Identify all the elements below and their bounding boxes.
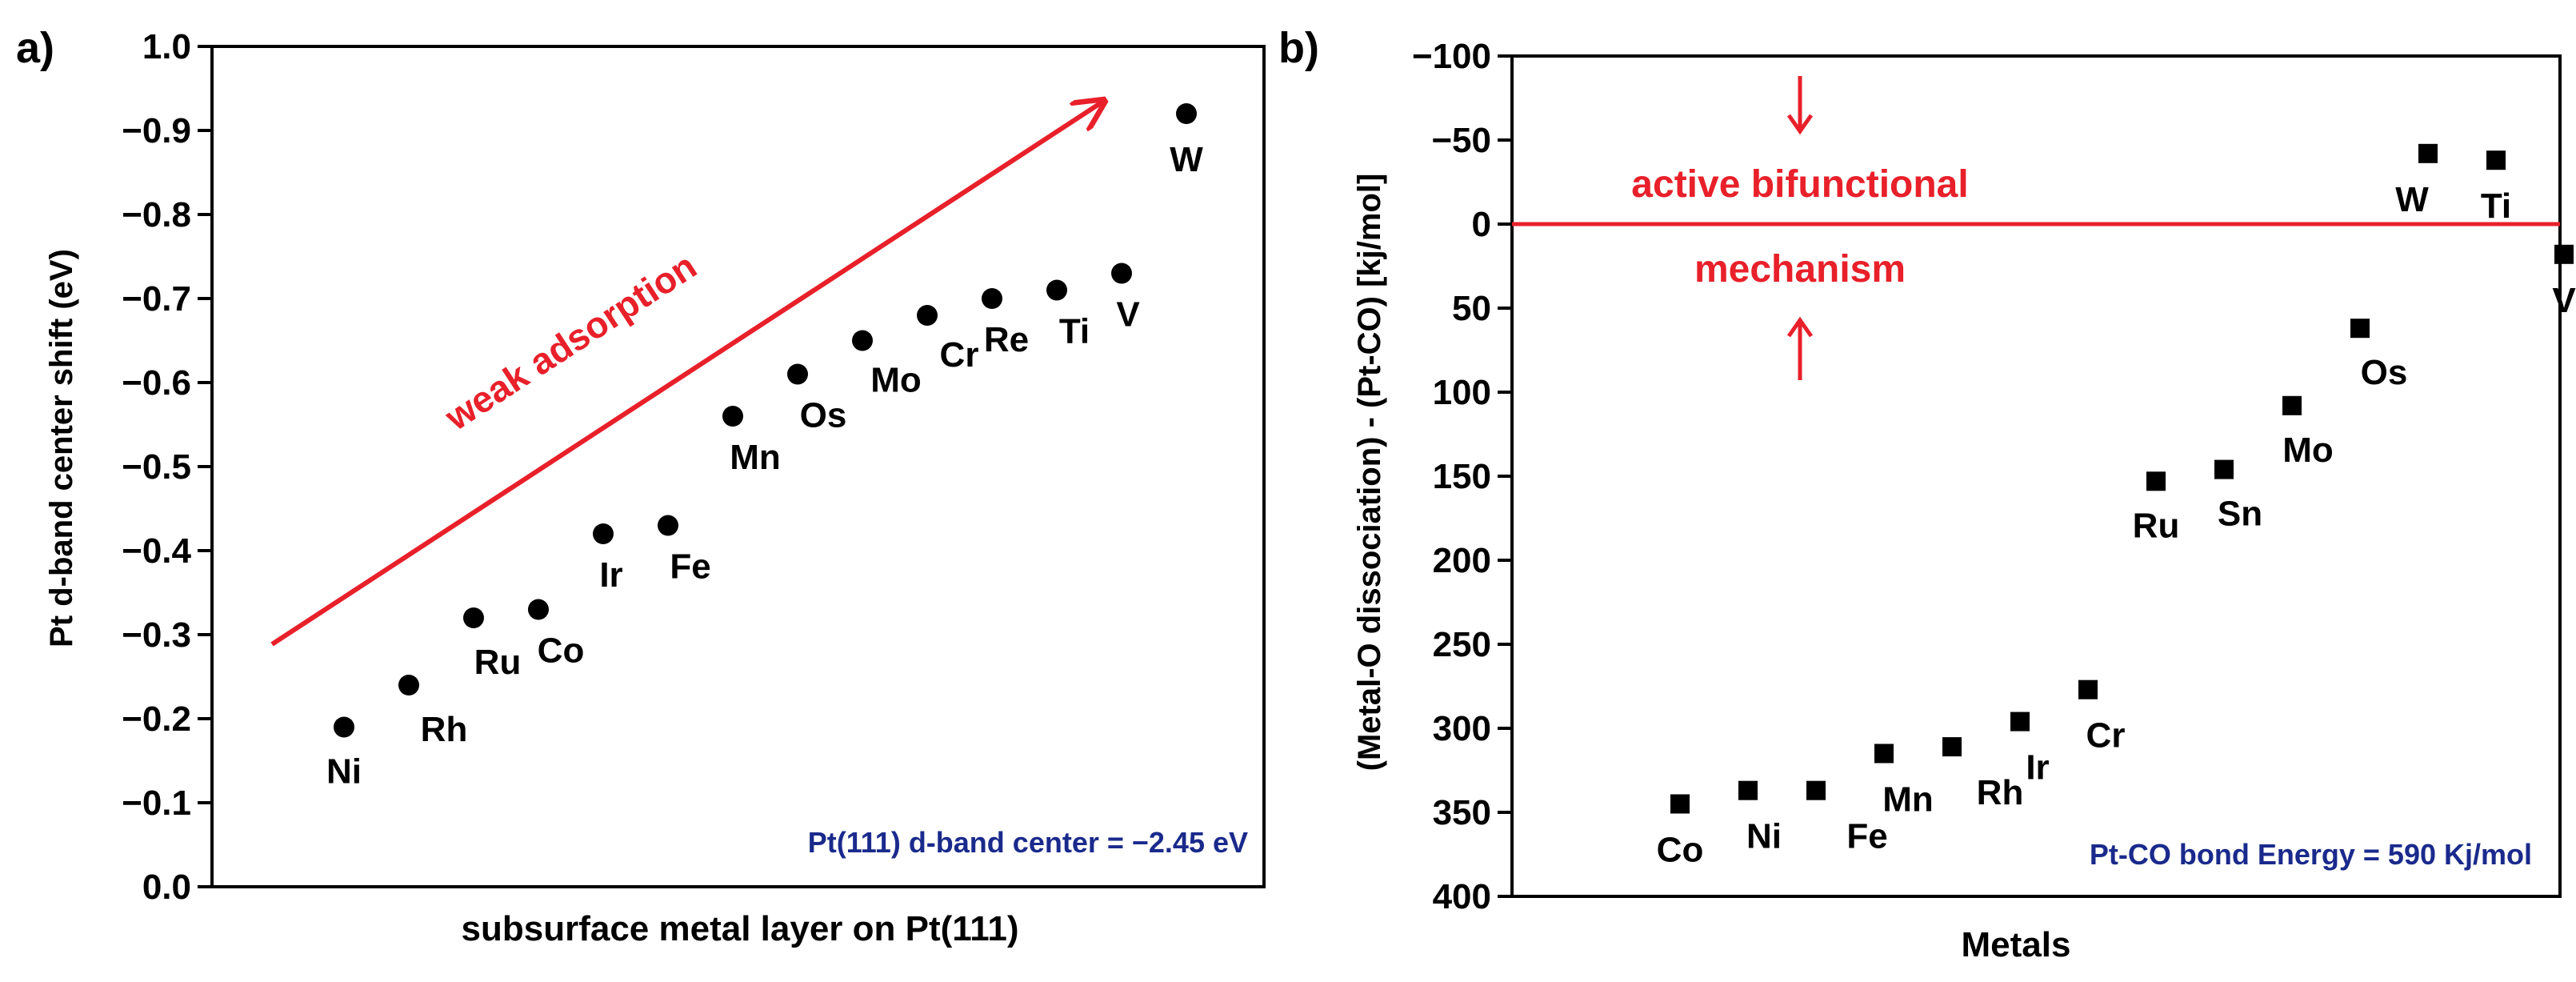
- panel-b-point-label: V: [2552, 281, 2576, 320]
- panel-a-point-label: Mo: [870, 361, 922, 400]
- panel-b-tick-label: 100: [1433, 373, 1491, 412]
- panel-a-point-label: Rh: [421, 710, 468, 749]
- panel-a-tick-label: 1.0: [142, 27, 191, 66]
- panel-a-point-ir: [593, 523, 614, 544]
- panel-a-tick-label: 0.0: [142, 868, 191, 907]
- panel-a-point-ni: [334, 716, 354, 738]
- panel-a-point-label: V: [1116, 295, 1140, 335]
- panel-b-point-label: Mn: [1882, 780, 1934, 820]
- panel-a-point-w: [1176, 103, 1197, 124]
- panel-b-chart: b) (Metal-O dissociation) - (Pt-CO) [kj/…: [1278, 24, 2576, 964]
- panel-b-point-label: Os: [2361, 353, 2408, 392]
- panel-b-point-label: W: [2395, 180, 2429, 219]
- panel-b-point-fe: [1806, 780, 1826, 800]
- panel-a-point-mn: [722, 406, 743, 427]
- panel-b-point-label: Fe: [1846, 817, 1887, 856]
- panel-a-tick-label: −0.9: [122, 111, 191, 150]
- panel-a-point-fe: [658, 515, 678, 536]
- panel-a-y-axis-title: Pt d-band center shift (eV): [44, 249, 79, 647]
- panel-b-point-sn: [2214, 459, 2234, 479]
- panel-a-tick-label: −0.7: [122, 279, 191, 319]
- panel-a-note: Pt(111) d-band center = −2.45 eV: [808, 826, 1248, 859]
- panel-a-point-os: [787, 363, 808, 385]
- panel-a-point-re: [982, 288, 1002, 309]
- panel-a-point-ru: [463, 607, 484, 628]
- panel-b-up-arrow: [1786, 316, 1814, 380]
- panel-b-point-os: [2350, 319, 2370, 339]
- panel-b-tick-label: 50: [1452, 289, 1491, 328]
- panel-b-tick-label: −50: [1431, 121, 1491, 160]
- panel-a-point-mo: [852, 330, 873, 351]
- panel-b-points: CoNiFeMnRhIrCrRuSnMoOsWTiVRe: [1657, 143, 2576, 870]
- panel-a-chart: a) Pt d-band center shift (eV) 0.0 −0.1 −0…: [16, 24, 1266, 948]
- panel-a-point-label: Co: [538, 631, 585, 671]
- panel-b-point-label: Ni: [1746, 817, 1782, 856]
- panel-b-point-v: [2554, 244, 2574, 264]
- panel-b-point-label: Ti: [2481, 186, 2511, 226]
- panel-a-point-cr: [917, 305, 938, 326]
- panel-b-point-ni: [1738, 780, 1758, 800]
- panel-b-annotation-line2: mechanism: [1694, 248, 1906, 291]
- panel-b-point-mn: [1874, 744, 1894, 764]
- panel-b-tick-label: 150: [1433, 457, 1491, 496]
- panel-a-point-label: W: [1170, 140, 1203, 179]
- panel-a-arrow-label: weak adsorption: [437, 245, 703, 439]
- panel-a-point-label: Ir: [599, 555, 622, 595]
- panel-b-y-axis-title: (Metal-O dissociation) - (Pt-CO) [kj/mol…: [1352, 174, 1387, 772]
- panel-b-point-label: Sn: [2218, 495, 2262, 534]
- panel-b-point-ti: [2486, 150, 2506, 170]
- panel-a-x-axis-title: subsurface metal layer on Pt(111): [462, 909, 1019, 948]
- panel-b-point-cr: [2078, 679, 2098, 699]
- panel-b-tick-label: 400: [1433, 877, 1491, 916]
- panel-a-tick-label: −0.8: [122, 195, 191, 234]
- panel-a-weak-adsorption-arrow: [270, 101, 1104, 647]
- panel-a-point-label: Ru: [474, 643, 522, 682]
- panel-b-point-rh: [1942, 737, 1962, 757]
- panel-a-point-v: [1111, 263, 1132, 284]
- panel-b-point-label: Co: [1657, 831, 1704, 870]
- panel-b-point-w: [2418, 143, 2438, 163]
- panel-b-point-label: Ir: [2026, 748, 2049, 788]
- panel-b-tick-label: 0: [1472, 205, 1491, 244]
- panel-b-point-label: Cr: [2086, 716, 2126, 756]
- panel-a-point-label: Ti: [1059, 312, 1090, 351]
- panel-b-label: b): [1278, 24, 1319, 72]
- panel-a-tick-label: −0.5: [122, 447, 191, 487]
- panel-a-point-co: [528, 599, 549, 620]
- panel-a-point-label: Fe: [670, 547, 710, 587]
- panel-b-down-arrow: [1786, 76, 1814, 135]
- panel-b-annotation-line1: active bifunctional: [1631, 163, 1968, 206]
- panel-b-x-axis-title: Metals: [1962, 925, 2071, 964]
- panel-b-point-ir: [2010, 711, 2030, 731]
- panel-a-tick-label: −0.2: [122, 699, 191, 739]
- panel-b-point-ru: [2146, 471, 2166, 491]
- panel-a-point-label: Mn: [730, 438, 781, 477]
- panel-b-y-ticks: −100 −50 0 50 100 150 200 250 300 350 400: [1412, 37, 1512, 916]
- panel-b-point-label: Mo: [2282, 431, 2334, 470]
- panel-a-point-label: Os: [800, 396, 847, 435]
- panel-b-tick-label: 250: [1433, 625, 1491, 664]
- panel-a-point-ti: [1046, 279, 1067, 301]
- panel-b-note: Pt-CO bond Energy = 590 Kj/mol: [2090, 838, 2532, 871]
- panel-b-point-mo: [2282, 395, 2302, 415]
- panel-b-tick-label: −100: [1412, 37, 1491, 76]
- panel-b-point-label: Rh: [1977, 773, 2024, 812]
- panel-b-tick-label: 350: [1433, 793, 1491, 832]
- panel-a-tick-label: −0.1: [122, 784, 191, 823]
- panel-a-tick-label: −0.3: [122, 615, 191, 655]
- panel-b-point-co: [1670, 794, 1690, 814]
- panel-a-y-ticks: 0.0 −0.1 −0.2 −0.3 −0.4 −0.5 −0.6 −0.7 −0.8 −0.9 1…: [122, 27, 212, 907]
- panel-b-tick-label: 200: [1433, 541, 1491, 580]
- panel-a-point-label: Cr: [940, 335, 979, 375]
- panel-a-point-label: Re: [984, 320, 1029, 359]
- panel-a-tick-label: −0.6: [122, 363, 191, 403]
- panel-a-tick-label: −0.4: [122, 531, 191, 571]
- panel-a-point-label: Ni: [326, 752, 362, 792]
- panel-a-point-rh: [398, 675, 419, 695]
- panel-b-tick-label: 300: [1433, 709, 1491, 748]
- panel-b-point-label: Ru: [2133, 506, 2180, 545]
- panel-a-label: a): [16, 24, 54, 72]
